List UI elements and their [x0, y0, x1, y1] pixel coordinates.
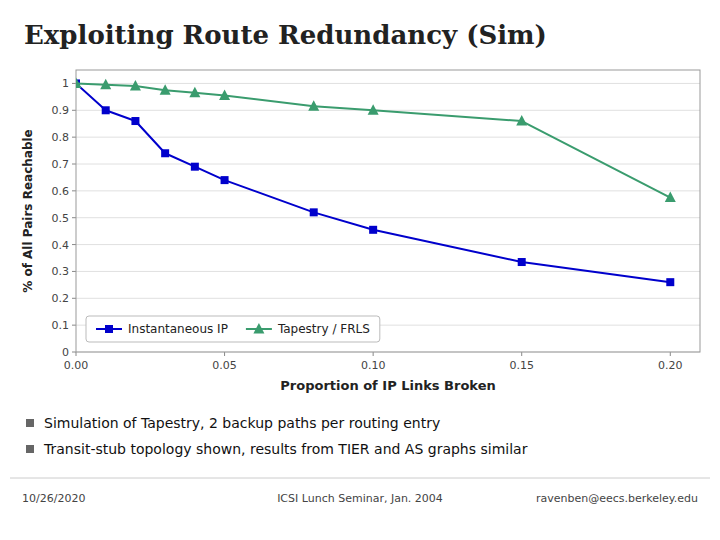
y-tick-label: 0.5 — [52, 212, 70, 225]
y-tick-label: 0.2 — [52, 292, 70, 305]
marker — [102, 106, 110, 114]
x-tick-label: 0.15 — [509, 359, 534, 372]
y-tick — [72, 217, 76, 218]
x-tick-label: 0.05 — [212, 359, 237, 372]
y-tick-label: 0.8 — [52, 131, 70, 144]
x-tick-label: 0.10 — [361, 359, 386, 372]
y-tick-label: 0.3 — [52, 265, 70, 278]
chart: Exploiting Route Redundancy (Sim) 0 0.1 0.2… — [0, 0, 720, 540]
grid-line — [76, 298, 700, 299]
marker — [368, 104, 379, 115]
marker — [160, 84, 171, 95]
x-tick-label: 0.00 — [64, 359, 89, 372]
title: Exploiting Route Redundancy (Sim) — [24, 20, 547, 50]
series — [76, 79, 674, 286]
y-tick — [72, 244, 76, 245]
legend: Instantaneous IP Tapestry / FRLS — [86, 316, 380, 342]
x-tick — [373, 352, 374, 356]
marker — [221, 176, 229, 184]
x-tick — [224, 352, 225, 356]
marker — [191, 163, 199, 171]
plot-data — [76, 77, 676, 286]
y-tick — [72, 190, 76, 191]
grid-line — [76, 244, 700, 245]
marker — [518, 258, 526, 266]
footer-text: ICSI Lunch Seminar, Jan. 2004 — [277, 492, 443, 505]
marker — [76, 77, 82, 88]
y-tick — [72, 110, 76, 111]
x-tick — [76, 352, 77, 356]
footer-text: 10/26/2020 — [22, 492, 85, 505]
marker — [189, 87, 200, 98]
legend-marker — [105, 325, 113, 333]
y-tick-label: 0.4 — [52, 239, 70, 252]
y-axis-label: % of All Pairs Reachable — [21, 129, 35, 293]
marker — [130, 80, 141, 91]
grid-line — [76, 217, 700, 218]
marker — [310, 208, 318, 216]
y-tick-label: 0.1 — [52, 319, 70, 332]
footer-text: ravenben@eecs.berkeley.edu — [536, 492, 698, 505]
y-tick — [72, 325, 76, 326]
y-tick-label: 1 — [62, 77, 69, 90]
grid-line — [76, 83, 700, 84]
y-tick — [72, 352, 76, 353]
annotation: Transit-stub topology shown, results fro… — [43, 441, 528, 457]
grid-line — [76, 137, 700, 138]
legend-label: Instantaneous IP — [128, 322, 228, 336]
annotation: Simulation of Tapestry, 2 backup paths p… — [44, 415, 440, 431]
marker — [369, 226, 377, 234]
marker — [666, 278, 674, 286]
grid-line — [76, 190, 700, 191]
x-tick — [670, 352, 671, 356]
y-tick-label: 0.9 — [52, 104, 70, 117]
series — [76, 77, 676, 202]
y-tick — [72, 137, 76, 138]
legend-item: Tapestry / FRLS — [246, 322, 370, 336]
legend-item: Instantaneous IP — [96, 322, 228, 336]
legend-box — [86, 316, 380, 342]
line — [76, 83, 670, 282]
y-tick — [72, 83, 76, 84]
marker — [100, 79, 111, 90]
bullet — [26, 419, 34, 427]
y-tick — [72, 164, 76, 165]
x-tick-label: 0.20 — [658, 359, 683, 372]
marker — [665, 192, 676, 203]
grid-line — [76, 271, 700, 272]
axes: 0 0.1 0.2 0.3 0.4 0.5 0.6 0.7 0.8 0.9 1 0.00 0.05 0.1… — [52, 77, 701, 372]
bullet — [26, 445, 34, 453]
marker — [219, 90, 230, 101]
legend-marker — [253, 323, 264, 334]
y-tick — [72, 271, 76, 272]
y-tick-label: 0.7 — [52, 158, 70, 171]
line — [76, 83, 670, 197]
legend-label: Tapestry / FRLS — [277, 322, 370, 336]
marker — [516, 115, 527, 126]
y-tick-label: 0 — [62, 346, 69, 359]
y-tick-label: 0.6 — [52, 185, 70, 198]
footer-rule — [10, 478, 710, 479]
y-tick — [72, 298, 76, 299]
x-tick — [521, 352, 522, 356]
marker — [161, 149, 169, 157]
marker — [308, 100, 319, 111]
marker — [131, 117, 139, 125]
x-axis-label: Proportion of IP Links Broken — [280, 378, 495, 393]
plot-frame — [76, 70, 700, 352]
